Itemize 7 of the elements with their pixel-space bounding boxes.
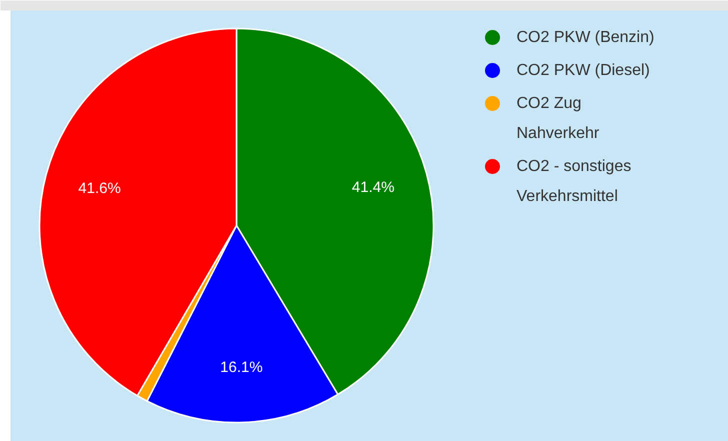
data-label: 16.1% xyxy=(220,358,263,376)
data-label: 41.4% xyxy=(352,179,394,196)
legend-label: CO2 PKW (Benzin) xyxy=(516,29,654,46)
legend-label: CO2 Zug Nahverkehr xyxy=(516,95,600,142)
data-label: 41.6% xyxy=(78,180,121,197)
legend-label: CO2 PKW (Diesel) xyxy=(516,62,650,79)
legend-label: CO2 - sonstiges Verkehrsmittel xyxy=(516,158,632,205)
